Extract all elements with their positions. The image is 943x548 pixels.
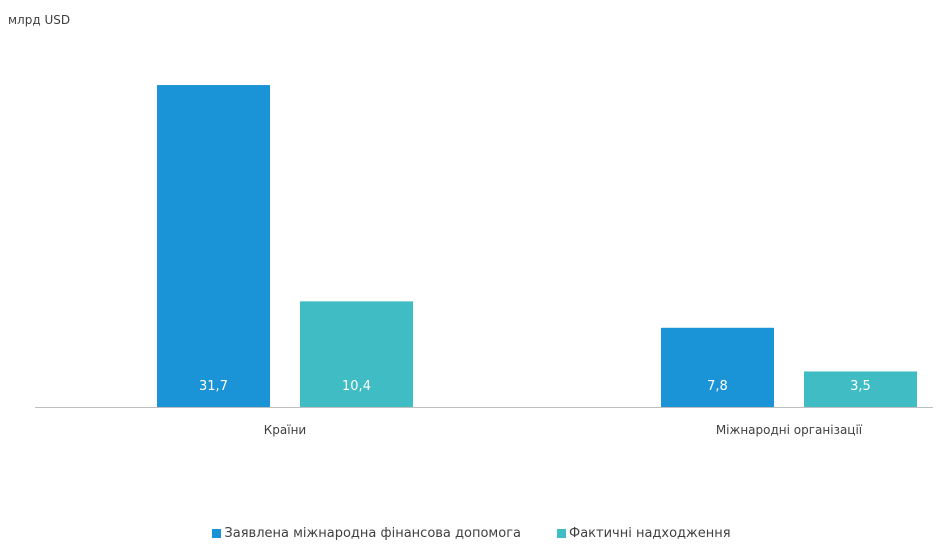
bar-actual-0 <box>300 301 413 407</box>
data-label-declared-0: 31,7 <box>199 379 228 394</box>
data-label-actual-1: 3,5 <box>850 379 871 394</box>
bar-declared-0 <box>157 85 270 407</box>
legend-item-actual: Фактичні надходження <box>557 526 731 541</box>
legend-item-declared: Заявлена міжнародна фінансова допомога <box>212 526 521 541</box>
category-labels-layer: Країни Міжнародні організації <box>264 423 863 437</box>
legend-label-actual: Фактичні надходження <box>569 526 731 541</box>
data-label-actual-0: 10,4 <box>342 379 371 394</box>
bars-layer <box>157 85 917 407</box>
bar-chart: 31,7 10,4 7,8 3,5 Країни Міжнародні організа… <box>35 85 933 437</box>
data-labels-layer: 31,7 10,4 7,8 3,5 <box>199 379 871 394</box>
data-label-declared-1: 7,8 <box>707 379 728 394</box>
category-label-1: Міжнародні організації <box>716 423 863 437</box>
legend: Заявлена міжнародна фінансова допомога Ф… <box>0 526 943 541</box>
legend-swatch-actual <box>557 529 566 538</box>
unit-label: млрд USD <box>8 13 71 27</box>
category-label-0: Країни <box>264 423 306 437</box>
legend-swatch-declared <box>212 529 222 538</box>
bar-actual-1 <box>804 371 917 407</box>
legend-label-declared: Заявлена міжнародна фінансова допомога <box>224 526 521 541</box>
bar-declared-1 <box>661 327 774 407</box>
